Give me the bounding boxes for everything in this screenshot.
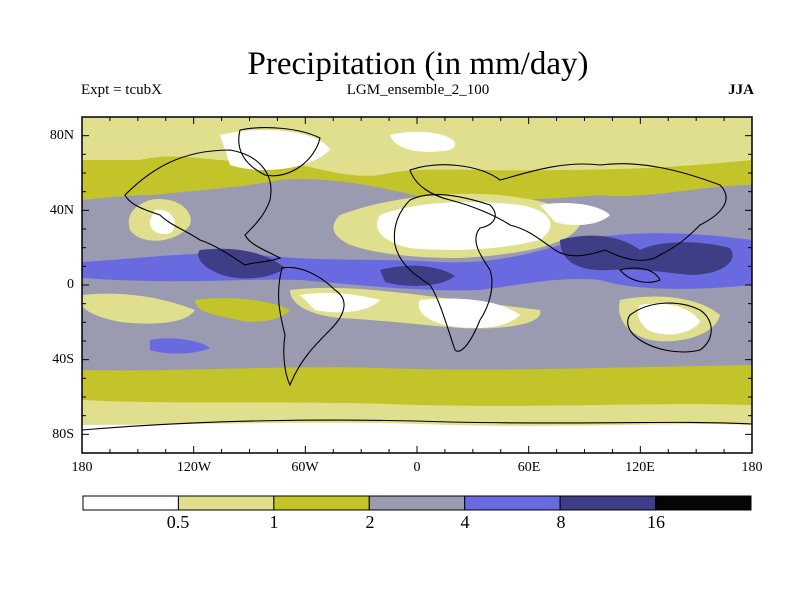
map-title: Precipitation (in mm/day) <box>247 46 589 82</box>
colorbar-segment <box>368 495 466 511</box>
colorbar-label-4: 4 <box>460 512 470 532</box>
season-label: JJA <box>728 82 754 98</box>
field-monsoon-heavy <box>560 235 733 275</box>
colorbar-label-8: 8 <box>556 512 566 532</box>
field-arctic-dry <box>390 131 456 152</box>
coast-antarctica <box>82 419 752 431</box>
ensemble-label: LGM_ensemble_2_100 <box>346 82 490 98</box>
colorbar-segment <box>273 495 370 511</box>
coastlines <box>82 127 752 431</box>
colorbar-label-1: 1 <box>269 512 279 532</box>
lat-label-40s: 40S <box>52 352 74 367</box>
lon-label-120w: 120W <box>176 460 212 475</box>
colorbar-segment <box>82 495 179 511</box>
field-calif-dry <box>149 209 175 235</box>
colorbar-label-2: 2 <box>365 512 375 532</box>
field-australia-dry <box>637 303 700 335</box>
colorbar-label-0.5: 0.5 <box>166 512 190 532</box>
colorbar-segment <box>559 495 657 511</box>
lat-label-40n: 40N <box>49 203 74 218</box>
field-sahara-dry <box>376 202 551 250</box>
colorbar-label-16: 16 <box>647 512 665 532</box>
coast-australia <box>627 302 712 353</box>
coast-africa <box>393 194 496 352</box>
experiment-label: Expt = tcubX <box>81 82 162 98</box>
lat-label-80n: 80N <box>49 128 74 143</box>
coast-greenland <box>238 127 321 177</box>
colorbar-segment <box>177 495 275 511</box>
field-camerica-heavy <box>198 248 285 279</box>
lat-label-80s: 80S <box>52 427 74 442</box>
lon-label-180e: 180 <box>741 460 763 475</box>
field-greenland-dry <box>220 130 330 170</box>
field-spacific-olive <box>195 298 290 322</box>
lat-label-0: 0 <box>67 277 74 292</box>
coast-north-america <box>124 149 282 266</box>
lon-label-120e: 120E <box>625 460 655 475</box>
field-arabia-dry <box>540 203 610 226</box>
field-spacific-light <box>82 293 195 324</box>
field-safrica-dry <box>418 298 520 328</box>
coast-eurasia <box>409 163 727 261</box>
field-brazil-dry <box>300 292 380 313</box>
coast-south-america <box>278 266 345 387</box>
lon-label-60w: 60W <box>291 460 319 475</box>
coast-indonesia <box>619 267 661 283</box>
lon-label-60e: 60E <box>517 460 541 475</box>
lon-label-180w: 180 <box>71 460 93 475</box>
field-antarctica-dry <box>82 422 752 453</box>
lon-label-0: 0 <box>413 460 421 475</box>
colorbar-segment <box>464 495 561 511</box>
field-sacz-blue <box>150 338 210 354</box>
colorbar <box>82 495 752 511</box>
precipitation-field <box>82 117 752 453</box>
colorbar-segment <box>655 495 752 511</box>
axis-ticks <box>81 116 753 454</box>
